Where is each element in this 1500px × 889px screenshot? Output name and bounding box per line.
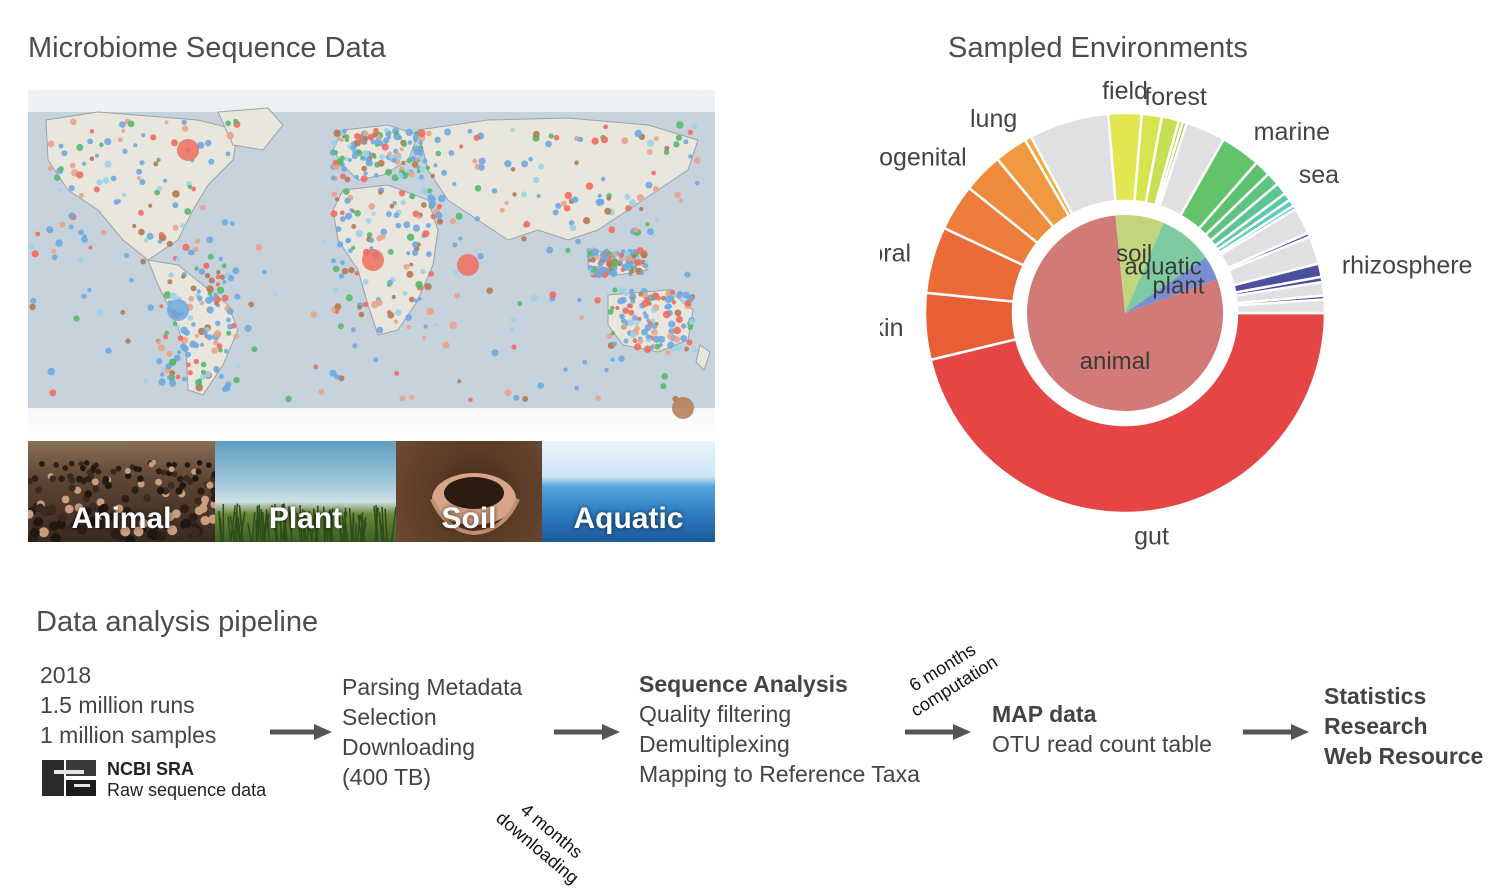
arrow-4	[1243, 722, 1309, 742]
plant-label: Plant	[215, 502, 396, 536]
step4-web: Web Resource	[1324, 741, 1483, 771]
step3-otu-table: OTU read count table	[992, 729, 1212, 759]
download-duration-note: 4 months downloading	[492, 790, 598, 889]
map-title: Microbiome Sequence Data	[28, 32, 386, 65]
outer-label-forest: forest	[1144, 83, 1207, 111]
ncbi-logo	[40, 758, 98, 798]
outer-label-lung: lung	[970, 105, 1017, 133]
step1-size: (400 TB)	[342, 762, 431, 792]
aquatic-label: Aquatic	[542, 502, 715, 536]
outer-label-gut: gut	[1134, 522, 1169, 550]
arrow-2	[554, 722, 620, 742]
animal-label: Animal	[28, 502, 215, 536]
step1-parsing: Parsing Metadata	[342, 672, 522, 702]
inner-label-plant: plant	[1152, 273, 1204, 300]
animal-tile: Animal	[28, 441, 215, 542]
step2-demultiplex: Demultiplexing	[639, 729, 790, 759]
source-year: 2018	[40, 660, 91, 690]
outer-label-skin: skin	[880, 314, 904, 342]
ncbi-sra-label: NCBI SRA	[107, 759, 194, 780]
outer-label-sea: sea	[1299, 161, 1339, 189]
outer-label-urogenital: urogenital	[880, 143, 967, 171]
arrow-1	[270, 722, 332, 742]
outer-label-marine: marine	[1254, 118, 1330, 146]
step4-statistics: Statistics	[1324, 681, 1426, 711]
raw-sequence-label: Raw sequence data	[107, 780, 266, 801]
soil-tile: Soil	[396, 441, 542, 542]
arrow-3	[905, 722, 971, 742]
chart-title: Sampled Environments	[948, 32, 1248, 65]
outer-label-oral: oral	[880, 240, 911, 268]
step4-research: Research	[1324, 711, 1428, 741]
plant-tile: Plant	[215, 441, 396, 542]
source-samples: 1 million samples	[40, 720, 216, 750]
aquatic-tile: Aquatic	[542, 441, 715, 542]
step2-quality: Quality filtering	[639, 699, 791, 729]
inner-label-animal: animal	[1080, 348, 1151, 375]
outer-label-rhizosphere: rhizosphere	[1342, 251, 1473, 279]
computation-duration-note: 6 months computation	[895, 632, 1001, 721]
step3-heading: MAP data	[992, 699, 1096, 729]
world-map	[28, 90, 715, 440]
step2-mapping: Mapping to Reference Taxa	[639, 759, 920, 789]
soil-label: Soil	[396, 502, 542, 536]
environment-tiles: Animal Plant Soil Aquatic	[28, 441, 715, 542]
step2-heading: Sequence Analysis	[639, 669, 848, 699]
step1-downloading: Downloading	[342, 732, 475, 762]
outer-label-field: field	[1102, 80, 1148, 105]
step1-selection: Selection	[342, 702, 437, 732]
pipeline-title: Data analysis pipeline	[36, 606, 318, 639]
source-runs: 1.5 million runs	[40, 690, 195, 720]
